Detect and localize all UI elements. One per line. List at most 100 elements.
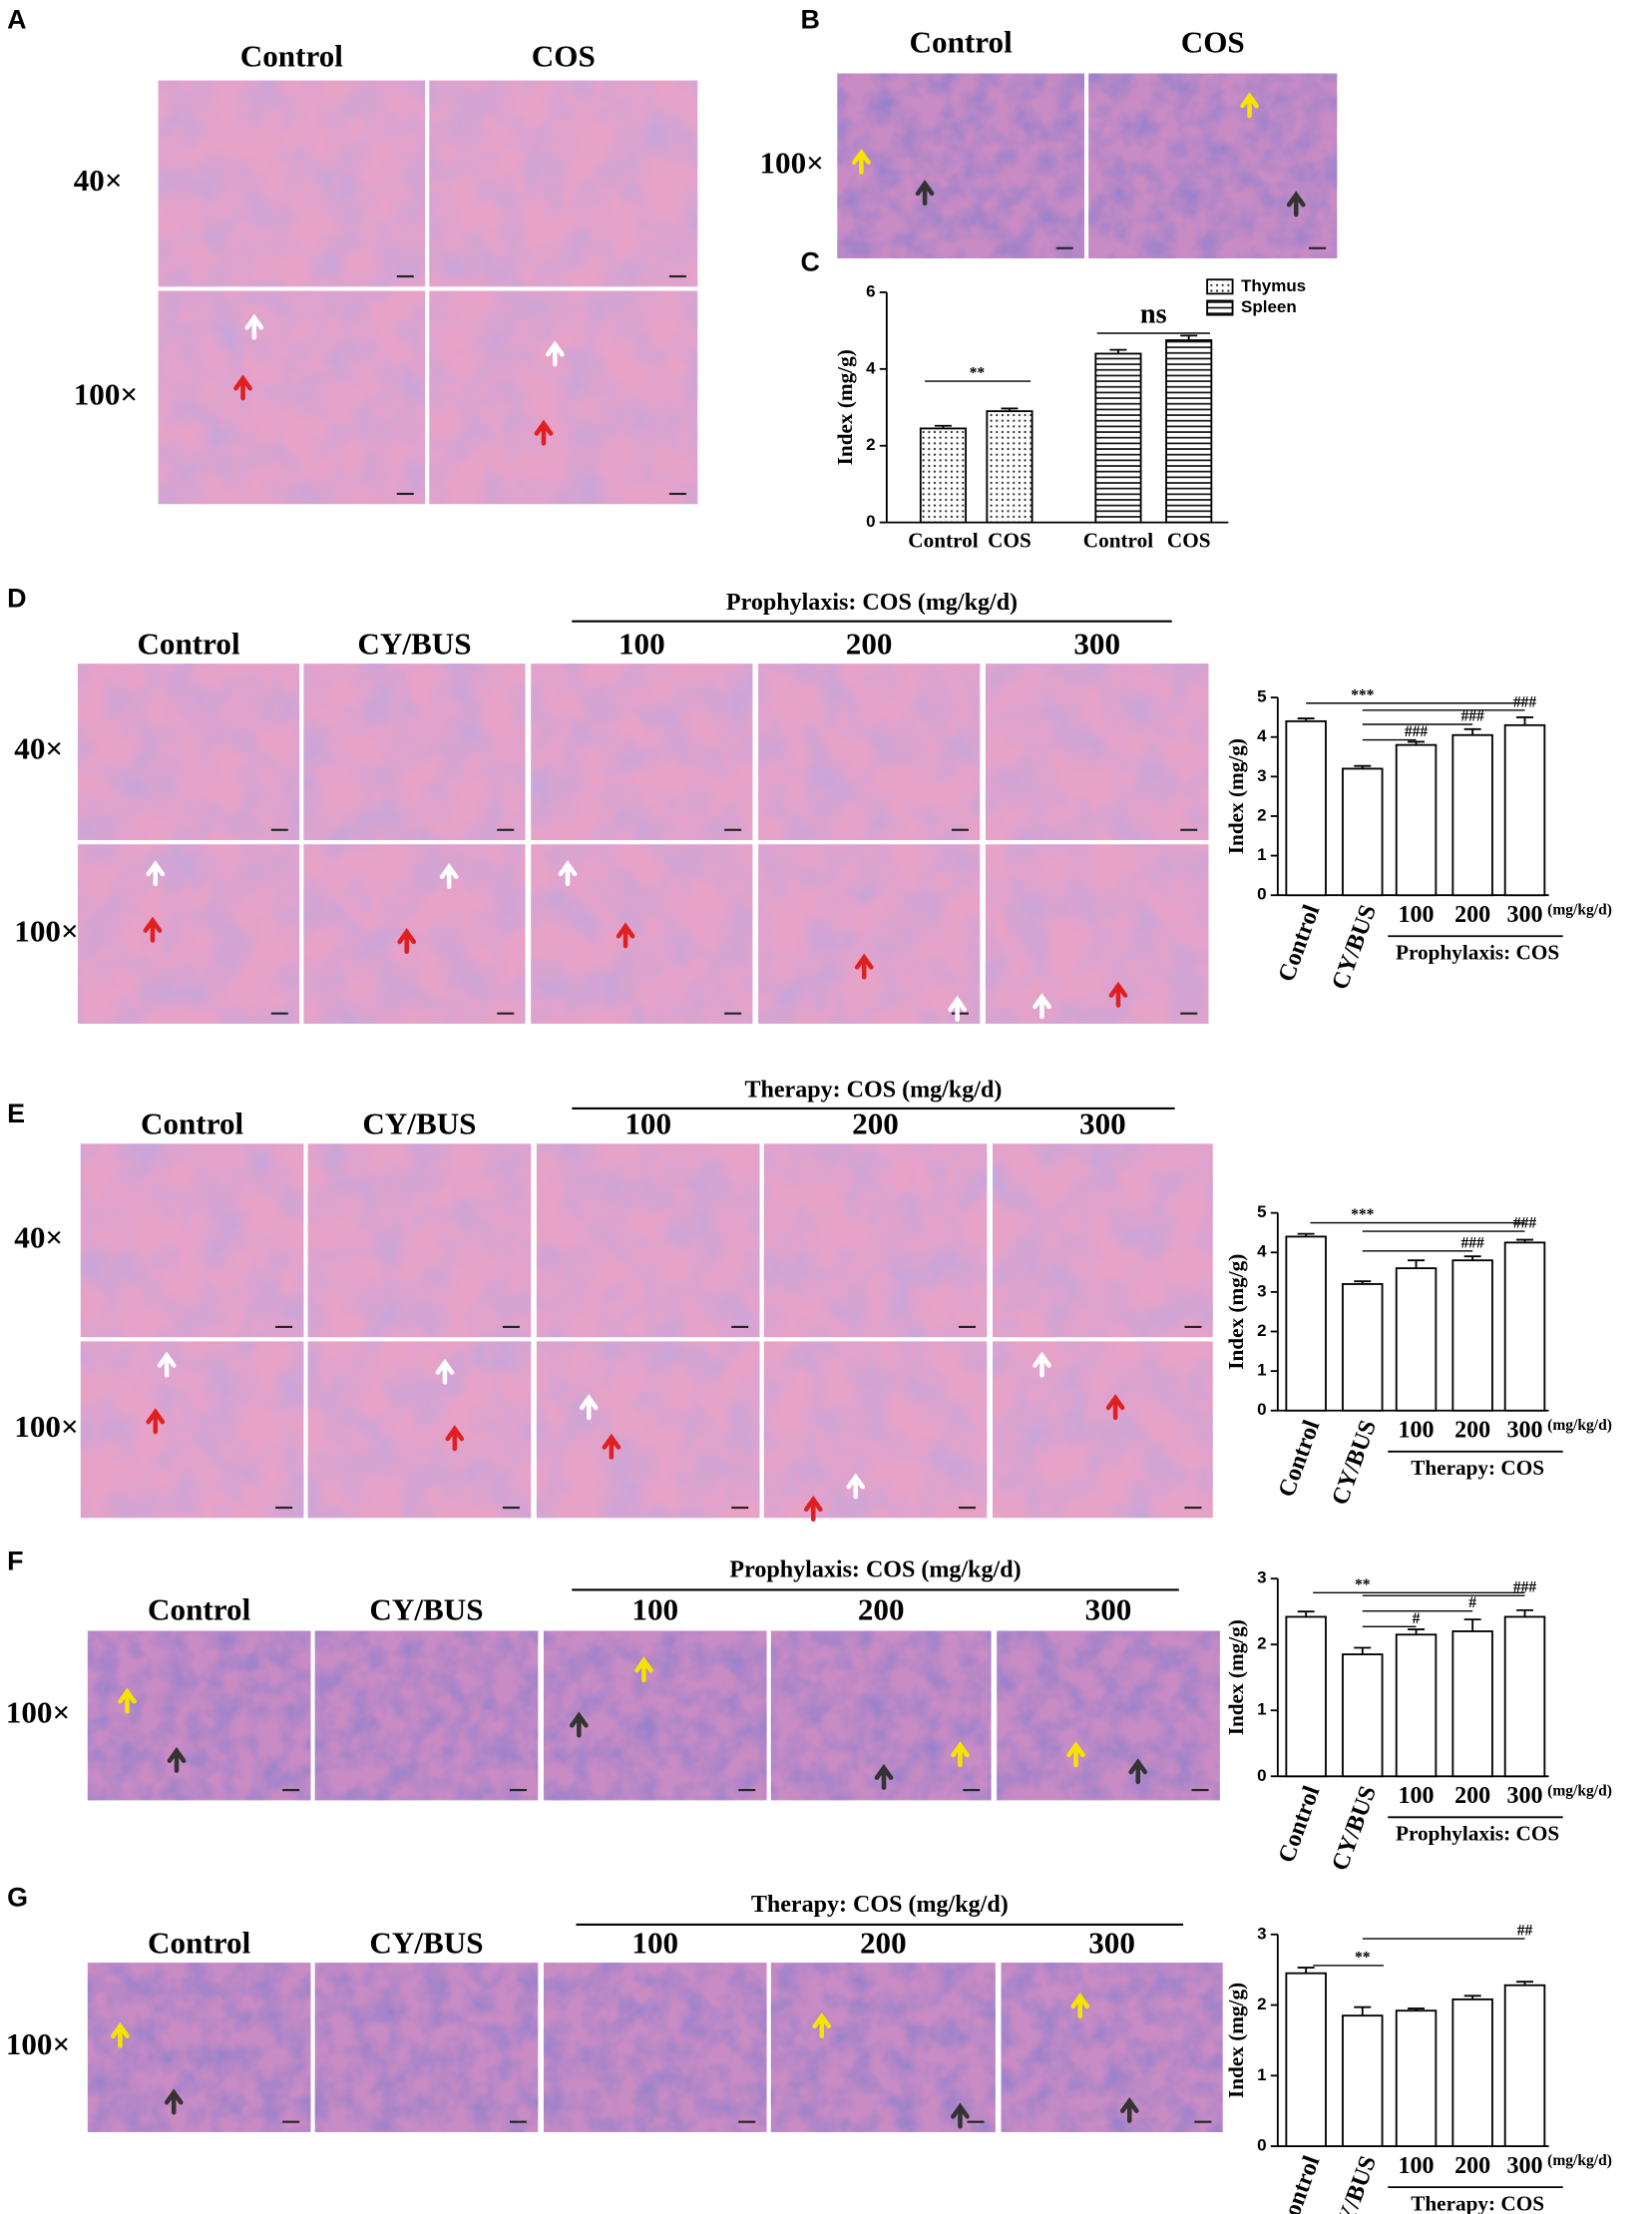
scale-bar: [396, 274, 414, 278]
column-header: CY/BUS: [369, 1591, 483, 1626]
group-label: Prophylaxis: COS: [1396, 1822, 1559, 1846]
x-tick-label: CY/BUS: [1327, 2152, 1382, 2214]
arrow: [1108, 981, 1128, 1008]
error-bar: [1354, 764, 1372, 769]
arrow: [143, 916, 163, 943]
row-label: 40×: [14, 731, 63, 766]
arrow: [634, 1656, 653, 1683]
x-tick-label: COS: [988, 528, 1032, 552]
x-tick-label: CY/BUS: [1327, 1783, 1382, 1875]
error-bar: [1297, 1232, 1315, 1237]
scale-bar: [396, 492, 414, 496]
arrow: [1286, 191, 1306, 218]
arrow: [1066, 1741, 1085, 1768]
x-tick-label: 200: [1454, 902, 1490, 928]
arrow: [445, 1425, 465, 1452]
column-header: 300: [1085, 1591, 1132, 1626]
scale-bar: [270, 828, 288, 831]
scale-bar: [668, 274, 686, 278]
significance-label: ###: [1513, 693, 1537, 710]
x-tick-label: 300: [1506, 2153, 1542, 2179]
bar: [1503, 1615, 1546, 1778]
histology-texture: [985, 844, 1209, 1025]
x-tick-label: Control: [1274, 901, 1326, 985]
histology-texture: [536, 1143, 760, 1338]
histology-texture: [429, 80, 698, 287]
unit-label: (mg/kg/d): [1547, 2152, 1612, 2169]
scale-bar: [738, 2120, 756, 2123]
row-label: 100×: [14, 1409, 78, 1444]
arrow: [233, 374, 252, 401]
x-tick-label: Control: [1083, 528, 1153, 552]
error-bar: [1297, 717, 1315, 721]
row-label: 40×: [14, 1219, 63, 1254]
x-tick-label: Control: [1274, 1782, 1326, 1866]
y-tick-label: 4: [1257, 726, 1267, 745]
histology-texture: [531, 664, 753, 841]
error-bar: [1001, 407, 1019, 412]
x-tick-label: 300: [1506, 1783, 1542, 1809]
arrow: [852, 148, 871, 175]
bar: [1395, 1267, 1438, 1412]
bar: [1503, 1984, 1546, 2147]
column-header: CY/BUS: [362, 1106, 476, 1140]
arrow: [915, 180, 935, 207]
scale-bar: [959, 1506, 977, 1510]
significance-label: **: [1355, 1949, 1371, 1966]
scale-bar: [1184, 1325, 1202, 1328]
scale-bar: [1308, 246, 1326, 249]
error-bar: [1516, 715, 1534, 725]
bar: [1342, 1283, 1384, 1412]
x-tick-label: 100: [1399, 2153, 1435, 2179]
significance-label: **: [1355, 1576, 1371, 1593]
arrow: [948, 996, 967, 1023]
legend-swatch: [1206, 299, 1234, 316]
scale-bar: [502, 1506, 520, 1510]
bar: [1165, 339, 1213, 524]
unit-label: (mg/kg/d): [1547, 1782, 1612, 1799]
significance-label: #: [1413, 1610, 1421, 1627]
bar: [919, 427, 968, 524]
scale-bar: [1191, 1789, 1209, 1792]
error-bar: [1109, 348, 1127, 354]
histology-texture: [158, 290, 426, 505]
histology-texture: [992, 1143, 1213, 1338]
histology-texture: [158, 80, 426, 287]
arrow: [1119, 2096, 1139, 2123]
x-tick-label: Control: [1274, 2152, 1326, 2214]
column-header: 100: [619, 626, 665, 661]
error-bar: [1354, 2005, 1372, 2016]
group-header: Therapy: COS (mg/kg/d): [744, 1077, 1002, 1103]
histology-texture: [992, 1341, 1213, 1519]
y-tick-label: 1: [1257, 2065, 1266, 2084]
histology-texture: [763, 1143, 988, 1338]
arrow: [167, 1746, 187, 1773]
scale-bar: [282, 2120, 300, 2123]
panel-letter: B: [801, 4, 820, 34]
bar: [1094, 352, 1142, 524]
group-header: Prophylaxis: COS (mg/kg/d): [726, 590, 1018, 616]
y-axis-label: Index (mg/g): [1224, 1983, 1248, 2098]
histology-texture: [1001, 1963, 1223, 2132]
y-tick-label: 5: [1257, 1202, 1266, 1221]
column-header: CY/BUS: [369, 1925, 483, 1960]
row-label: 100×: [74, 377, 138, 412]
histology-texture: [87, 1963, 311, 2132]
x-tick-label: 200: [1454, 1418, 1490, 1444]
column-header: Control: [137, 626, 240, 661]
legend-label: Spleen: [1241, 297, 1297, 316]
x-tick-label: CY/BUS: [1327, 902, 1382, 994]
error-bar: [1297, 1967, 1315, 1974]
y-tick-label: 3: [1257, 1281, 1266, 1300]
bar: [1395, 1633, 1438, 1778]
y-tick-label: 4: [866, 358, 876, 377]
scale-bar: [738, 1789, 756, 1792]
column-header: 200: [852, 1106, 899, 1140]
y-tick-label: 3: [1257, 1568, 1266, 1587]
x-tick-label: 300: [1506, 1418, 1542, 1444]
panel-letter: F: [7, 1547, 23, 1576]
group-label: Therapy: COS: [1411, 1456, 1544, 1480]
x-tick-label: 200: [1454, 2153, 1490, 2179]
bar: [1395, 743, 1438, 897]
y-tick-label: 3: [1257, 1924, 1266, 1943]
